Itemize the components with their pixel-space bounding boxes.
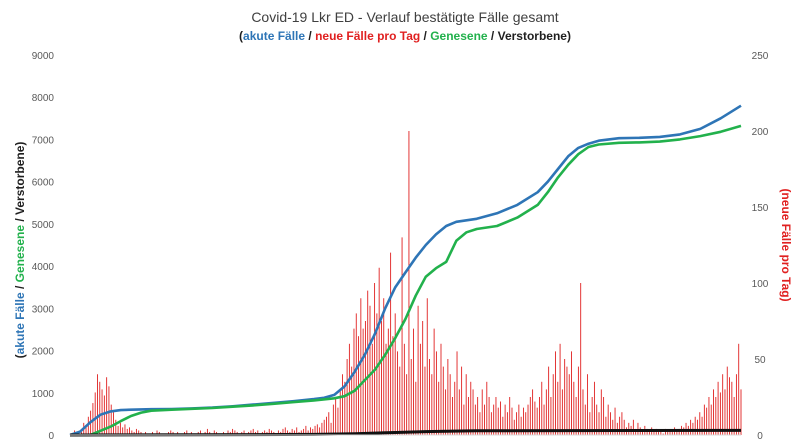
label-part-2: /	[305, 29, 315, 43]
label-part-3: neue Fälle pro Tag	[315, 29, 420, 43]
label-part-4: /	[420, 29, 430, 43]
y-left-tick-label: 0	[48, 431, 54, 442]
y-left-tick-label: 4000	[32, 262, 55, 273]
y-axis-left-title: (akute Fälle / Genesene / Verstorbene)	[13, 142, 27, 359]
label-part-2: /	[13, 282, 27, 292]
chart-title: Covid-19 Lkr ED - Verlauf bestätigte Fäl…	[251, 9, 558, 25]
y-left-tick-label: 2000	[32, 347, 55, 358]
y-axis-right-title: (neue Fälle pro Tag)	[779, 188, 793, 301]
label-part-0: (	[13, 354, 27, 358]
label-part-1: akute Fälle	[13, 292, 27, 354]
y-left-tick-label: 3000	[32, 304, 55, 315]
y-right-tick-label: 150	[752, 203, 769, 214]
y-left-tick-label: 8000	[32, 93, 55, 104]
chart-subtitle: (akute Fälle / neue Fälle pro Tag / Gene…	[239, 29, 571, 43]
y-right-tick-label: 250	[752, 51, 769, 62]
label-part-3: Genesene	[13, 225, 27, 283]
label-part-0: (	[239, 29, 243, 43]
label-part-1: akute Fälle	[243, 29, 305, 43]
y-left-tick-label: 6000	[32, 178, 55, 189]
series-line-genesene	[70, 124, 742, 437]
y-right-tick-label: 200	[752, 127, 769, 138]
label-part-6: / Verstorbene)	[488, 29, 571, 43]
y-left-tick-label: 1000	[32, 389, 55, 400]
y-right-tick-label: 50	[754, 355, 766, 366]
y-right-tick-label: 0	[757, 431, 763, 442]
label-part-4: / Verstorbene)	[13, 142, 27, 225]
y-left-tick-label: 9000	[32, 51, 55, 62]
y-axis-left-ticks: 0 1000 2000 3000 4000 5000 6000 7000 8000 9000	[32, 51, 55, 442]
new-cases-bars	[74, 131, 742, 435]
y-left-tick-label: 7000	[32, 135, 55, 146]
y-axis-right-ticks: 0 50 100 150 200 250	[752, 51, 769, 442]
series-line-akute-f-lle	[69, 104, 742, 437]
line-series	[69, 104, 742, 437]
y-right-tick-label: 100	[752, 279, 769, 290]
y-left-tick-label: 5000	[32, 220, 55, 231]
label-part-5: Genesene	[430, 29, 488, 43]
